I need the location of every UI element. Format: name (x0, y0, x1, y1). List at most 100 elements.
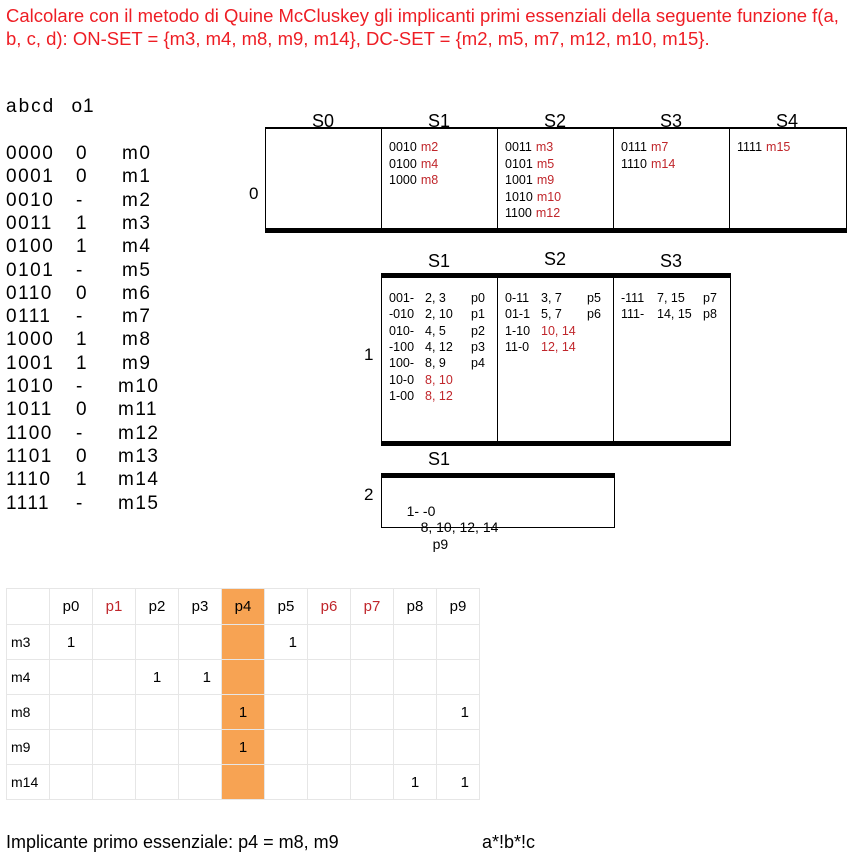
minterm-pair: 7, 15 (657, 291, 685, 305)
level-1-header: S1 (427, 251, 451, 271)
chart-cell (135, 694, 179, 730)
level-1-label: 1 (364, 345, 374, 364)
truth-table-minterm: m10 (118, 376, 160, 397)
bit-pattern: 1111 (737, 140, 763, 154)
truth-table-bits: 1011 (6, 399, 53, 421)
chart-column-header: p6 (307, 588, 351, 625)
bit-pattern: 01-1 (505, 307, 531, 322)
chart-cell (135, 624, 179, 660)
chart-cell (49, 764, 93, 800)
truth-table-output: - (76, 376, 84, 397)
bit-pattern: -111 (621, 291, 645, 305)
truth-table-output: - (76, 422, 84, 444)
level-0-entry: 0011 m3 (505, 139, 553, 156)
minterm-label: m5 (536, 156, 555, 171)
bit-pattern: 1110 (621, 156, 647, 171)
truth-table-row: 0010- m2 (6, 189, 176, 212)
prime-id: p0 (471, 291, 485, 305)
level-0-entry: 1000 m8 (389, 172, 438, 189)
chart-cell: 1 (436, 764, 480, 800)
minterm-pair: 3, 7 (541, 291, 562, 305)
bit-pattern: 1-10 (505, 323, 531, 338)
level-0-entry: 1111 m15 (737, 139, 790, 156)
truth-table-bits: 0001 (6, 166, 55, 188)
bit-pattern: 11-0 (505, 339, 530, 354)
truth-table-bits: 0011 (6, 212, 53, 234)
chart-column-header: p9 (436, 588, 480, 625)
chart-row: m14 1 1 (6, 764, 480, 800)
truth-table-output: 0 (76, 445, 89, 467)
level-0-header: S2 (543, 111, 567, 131)
essential-implicant-text: Implicante primo essenziale: p4 = m8, m9 (6, 832, 339, 852)
truth-table-minterm: m12 (118, 422, 160, 444)
chart-column-header: p0 (49, 588, 93, 625)
truth-table-output: 0 (76, 143, 89, 164)
truth-table-row: 1101 0 m13 (6, 445, 176, 468)
truth-table-minterm: m14 (118, 469, 160, 491)
truth-table-minterm: m1 (122, 166, 152, 188)
bit-pattern: -100 (389, 339, 415, 354)
truth-table-output: 1 (76, 329, 89, 351)
chart-header-row: p0 p1 p2 p3 p4 p5 p6 p7 p8 p9 (6, 588, 480, 625)
bit-pattern: 010- (389, 323, 415, 338)
level-0-header: S1 (427, 111, 451, 131)
bit-pattern: 1010 (505, 189, 533, 204)
chart-row: m3 1 1 (6, 624, 480, 660)
chart-column-header: p5 (264, 588, 308, 625)
truth-table-output: 1 (76, 469, 89, 491)
chart-row-label: m8 (6, 694, 50, 730)
chart-cell: 1 (264, 624, 308, 660)
chart-cell (307, 659, 351, 695)
truth-table-row: 1010- m10 (6, 375, 176, 398)
minterm-pair: 10, 14 (541, 323, 576, 338)
truth-table-output: - (76, 306, 84, 328)
level-0-header: S4 (775, 111, 799, 131)
minterm-label: m8 (420, 173, 439, 187)
truth-table-minterm: m11 (118, 399, 159, 421)
truth-table-output: - (76, 492, 84, 514)
minterm-label: m2 (420, 140, 439, 154)
level-0-entry: 0100 m4 (389, 156, 438, 173)
truth-table-bits: 1111 (6, 492, 51, 514)
chart-cell (49, 694, 93, 730)
truth-table-bits: 0110 (6, 282, 53, 304)
chart-column-header: p2 (135, 588, 179, 625)
level-0-entry: 0101 m5 (505, 156, 554, 173)
bit-pattern: 0-11 (505, 291, 530, 305)
level-0-header: S3 (659, 111, 683, 131)
level-2-entry: 1- -0 8, 10, 12, 14 p9 (391, 486, 499, 569)
truth-table-header: abcd o1 (6, 96, 95, 118)
chart-cell (436, 729, 480, 765)
minterm-label: m12 (535, 206, 561, 220)
truth-table-output: 1 (76, 352, 89, 374)
truth-table-output: 1 (76, 236, 89, 258)
bit-pattern: 0111 (621, 140, 647, 154)
truth-table-row: 0111 - m7 (6, 305, 176, 328)
chart-column-header: p4 (221, 588, 265, 625)
minterm-pair: 12, 14 (541, 339, 576, 354)
chart-cell (307, 624, 351, 660)
level-2-bits: 1- -0 (406, 502, 436, 519)
prime-id: p3 (471, 339, 485, 354)
truth-table-row: 1111 - m15 (6, 492, 176, 515)
chart-cell (221, 764, 265, 800)
truth-table-row: 1000 1 m8 (6, 328, 176, 351)
minterm-label: m4 (420, 156, 439, 171)
bit-pattern: 0011 (505, 140, 532, 154)
truth-table-output: - (76, 189, 84, 211)
chart-cell (393, 694, 437, 730)
chart-cell (264, 659, 308, 695)
level-0-header: S0 (311, 111, 335, 131)
truth-table-minterm: m4 (122, 236, 152, 258)
prime-id: p4 (471, 356, 485, 371)
bit-pattern: 1001 (505, 173, 533, 187)
chart-row-label: m14 (6, 764, 50, 800)
truth-table-output: 0 (76, 166, 89, 188)
truth-table-minterm: m2 (122, 189, 152, 211)
truth-table-output: 0 (76, 282, 89, 304)
chart-cell (264, 729, 308, 765)
prime-id: p5 (587, 291, 601, 305)
minterm-pair: 5, 7 (541, 307, 562, 322)
truth-table-minterm: m13 (118, 445, 160, 467)
chart-column-header: p7 (350, 588, 394, 625)
